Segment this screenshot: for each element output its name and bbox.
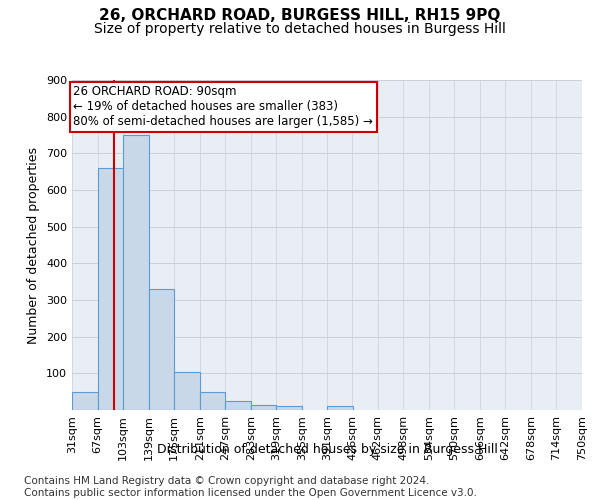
Bar: [276, 406, 302, 410]
Bar: [149, 289, 174, 410]
Text: 26, ORCHARD ROAD, BURGESS HILL, RH15 9PQ: 26, ORCHARD ROAD, BURGESS HILL, RH15 9PQ: [100, 8, 500, 22]
Bar: [123, 135, 149, 410]
Bar: [98, 168, 123, 410]
Y-axis label: Number of detached properties: Number of detached properties: [28, 146, 40, 344]
Bar: [72, 392, 98, 410]
Bar: [251, 404, 276, 410]
Bar: [328, 406, 353, 410]
Text: 26 ORCHARD ROAD: 90sqm
← 19% of detached houses are smaller (383)
80% of semi-de: 26 ORCHARD ROAD: 90sqm ← 19% of detached…: [73, 86, 373, 128]
Bar: [174, 372, 200, 410]
Text: Distribution of detached houses by size in Burgess Hill: Distribution of detached houses by size …: [157, 442, 497, 456]
Bar: [200, 392, 225, 410]
Bar: [225, 401, 251, 410]
Text: Size of property relative to detached houses in Burgess Hill: Size of property relative to detached ho…: [94, 22, 506, 36]
Text: Contains HM Land Registry data © Crown copyright and database right 2024.
Contai: Contains HM Land Registry data © Crown c…: [24, 476, 477, 498]
